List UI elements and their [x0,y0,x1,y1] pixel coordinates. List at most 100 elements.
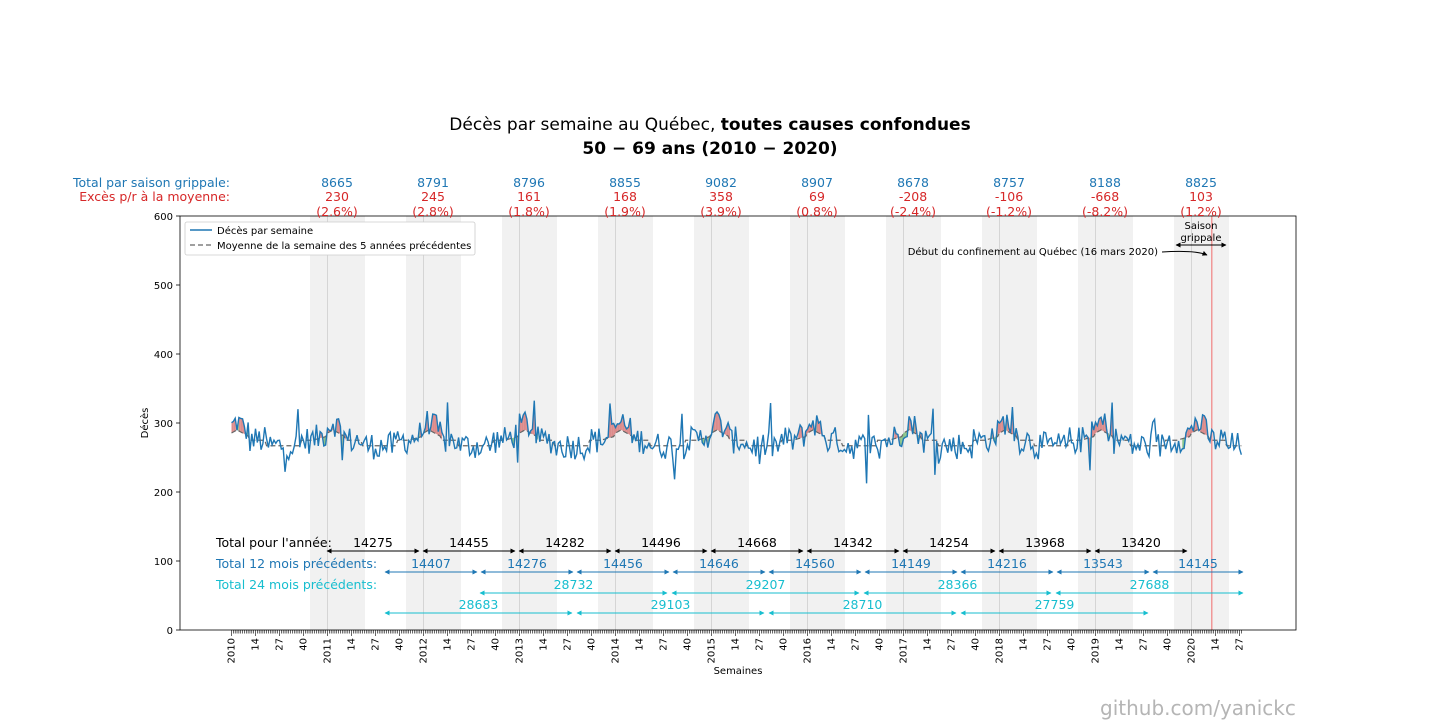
season-excess: 358 [709,189,733,204]
x-week-label: 27 [851,638,862,651]
x-week-label: 27 [1043,638,1054,651]
excess-area [617,423,620,432]
x-week-label: 40 [587,638,598,651]
lockdown-annotation: Début du confinement au Québec (16 mars … [908,246,1158,258]
season-excess: 230 [325,189,349,204]
season-excess-pct: (1.2%) [1180,204,1222,219]
x-week-label: 27 [1235,638,1246,651]
m24-total-value: 29207 [746,577,786,592]
excess-area [336,418,339,434]
m24-total-label: Total 24 mois précédents: [215,577,377,592]
x-axis-label: Semaines [714,666,763,677]
title-normal-part: Décès par semaine au Québec, [449,115,721,135]
m24-total-value: 29103 [651,597,691,612]
total-per-season-label: Total par saison grippale: [72,175,230,190]
season-excess-pct: (3.9%) [700,204,742,219]
legend-box [184,221,476,256]
x-year-label: 2015 [707,638,718,663]
season-excess-pct: (1.9%) [604,204,646,219]
y-tick-label: 500 [154,281,173,292]
season-excess: 69 [809,189,825,204]
m12-total-value: 14456 [603,556,643,571]
x-year-label: 2011 [323,638,334,663]
season-excess: -668 [1091,189,1119,204]
x-year-label: 2013 [515,638,526,663]
season-total: 8678 [897,175,929,190]
axes [176,215,1297,636]
excess-area [240,418,243,434]
year-total-value: 14668 [737,535,777,550]
flu-season-band [982,216,1037,630]
x-year-label: 2017 [899,638,910,663]
chart-text: 0 100 200 300 400 500 600 Décès 2010 14 27 40 2011 14… [72,115,1246,677]
x-week-label: 27 [467,638,478,651]
excess-area [818,421,821,435]
excess-area [1099,417,1102,431]
m12-total-value: 14560 [795,556,835,571]
season-total: 9082 [705,175,737,190]
x-week-label: 14 [1115,638,1126,651]
excess-area [525,412,527,431]
x-year-label: 2019 [1091,638,1102,663]
y-tick-label: 0 [167,626,173,637]
x-week-label: 27 [755,638,766,651]
x-week-label: 40 [491,638,502,651]
season-total: 8791 [417,175,449,190]
season-total: 8855 [609,175,641,190]
excess-label: Excès p/r à la moyenne: [79,189,230,204]
season-total: 8757 [993,175,1025,190]
m12-total-value: 13543 [1083,556,1123,571]
season-excess: 103 [1189,189,1213,204]
y-axis-label: Décès [139,408,151,439]
watermark: github.com/yanickc [1100,696,1296,720]
x-week-label: 40 [1163,638,1174,651]
x-week-label: 40 [683,638,694,651]
m12-total-value: 14646 [699,556,739,571]
season-excess: -106 [995,189,1023,204]
m12-total-label: Total 12 mois précédents: [215,556,377,571]
x-year-label: 2012 [419,638,430,663]
x-year-label: 2020 [1187,638,1198,663]
legend-entry: Décès par semaine [217,225,313,237]
y-tick-label: 100 [154,557,173,568]
season-excess-pct: (1.8%) [508,204,550,219]
season-total: 8825 [1185,175,1217,190]
x-year-label: 2016 [803,638,814,663]
season-total: 8665 [321,175,353,190]
year-total-value: 14254 [929,535,969,550]
x-week-label: 40 [395,638,406,651]
flu-season-band [502,216,557,630]
season-annotation: Saison [1185,221,1218,232]
x-week-label: 27 [659,638,670,651]
x-week-label: 40 [971,638,982,651]
title-bold-part: toutes causes confondues [721,115,971,135]
y-tick-label: 300 [154,419,173,430]
total-arrows [326,242,1244,616]
series [231,400,1243,484]
m24-total-value: 27759 [1035,597,1075,612]
m12-total-value: 14276 [507,556,547,571]
excess-area [611,423,614,438]
year-total-value: 13420 [1121,535,1161,550]
x-week-label: 14 [1211,638,1222,651]
m24-total-value: 27688 [1130,577,1170,592]
lockdown-arrow [1161,250,1208,256]
season-excess-pct: (-1.2%) [986,204,1032,219]
season-total: 8907 [801,175,833,190]
excess-area [231,421,234,434]
year-total-label: Total pour l'année: [215,535,332,550]
excess-area [238,417,241,432]
x-week-label: 40 [1067,638,1078,651]
m12-total-value: 14145 [1178,556,1218,571]
excess-area [715,411,718,431]
legend-entry: Moyenne de la semaine des 5 années précé… [217,240,471,252]
x-week-label: 14 [347,638,358,651]
year-total-value: 14275 [353,535,393,550]
y-tick-label: 600 [154,212,173,223]
m12-total-value: 14149 [891,556,931,571]
x-week-label: 14 [635,638,646,651]
chart-title: Décès par semaine au Québec, toutes caus… [449,115,970,135]
flu-season-band [598,216,653,630]
season-total: 8796 [513,175,545,190]
